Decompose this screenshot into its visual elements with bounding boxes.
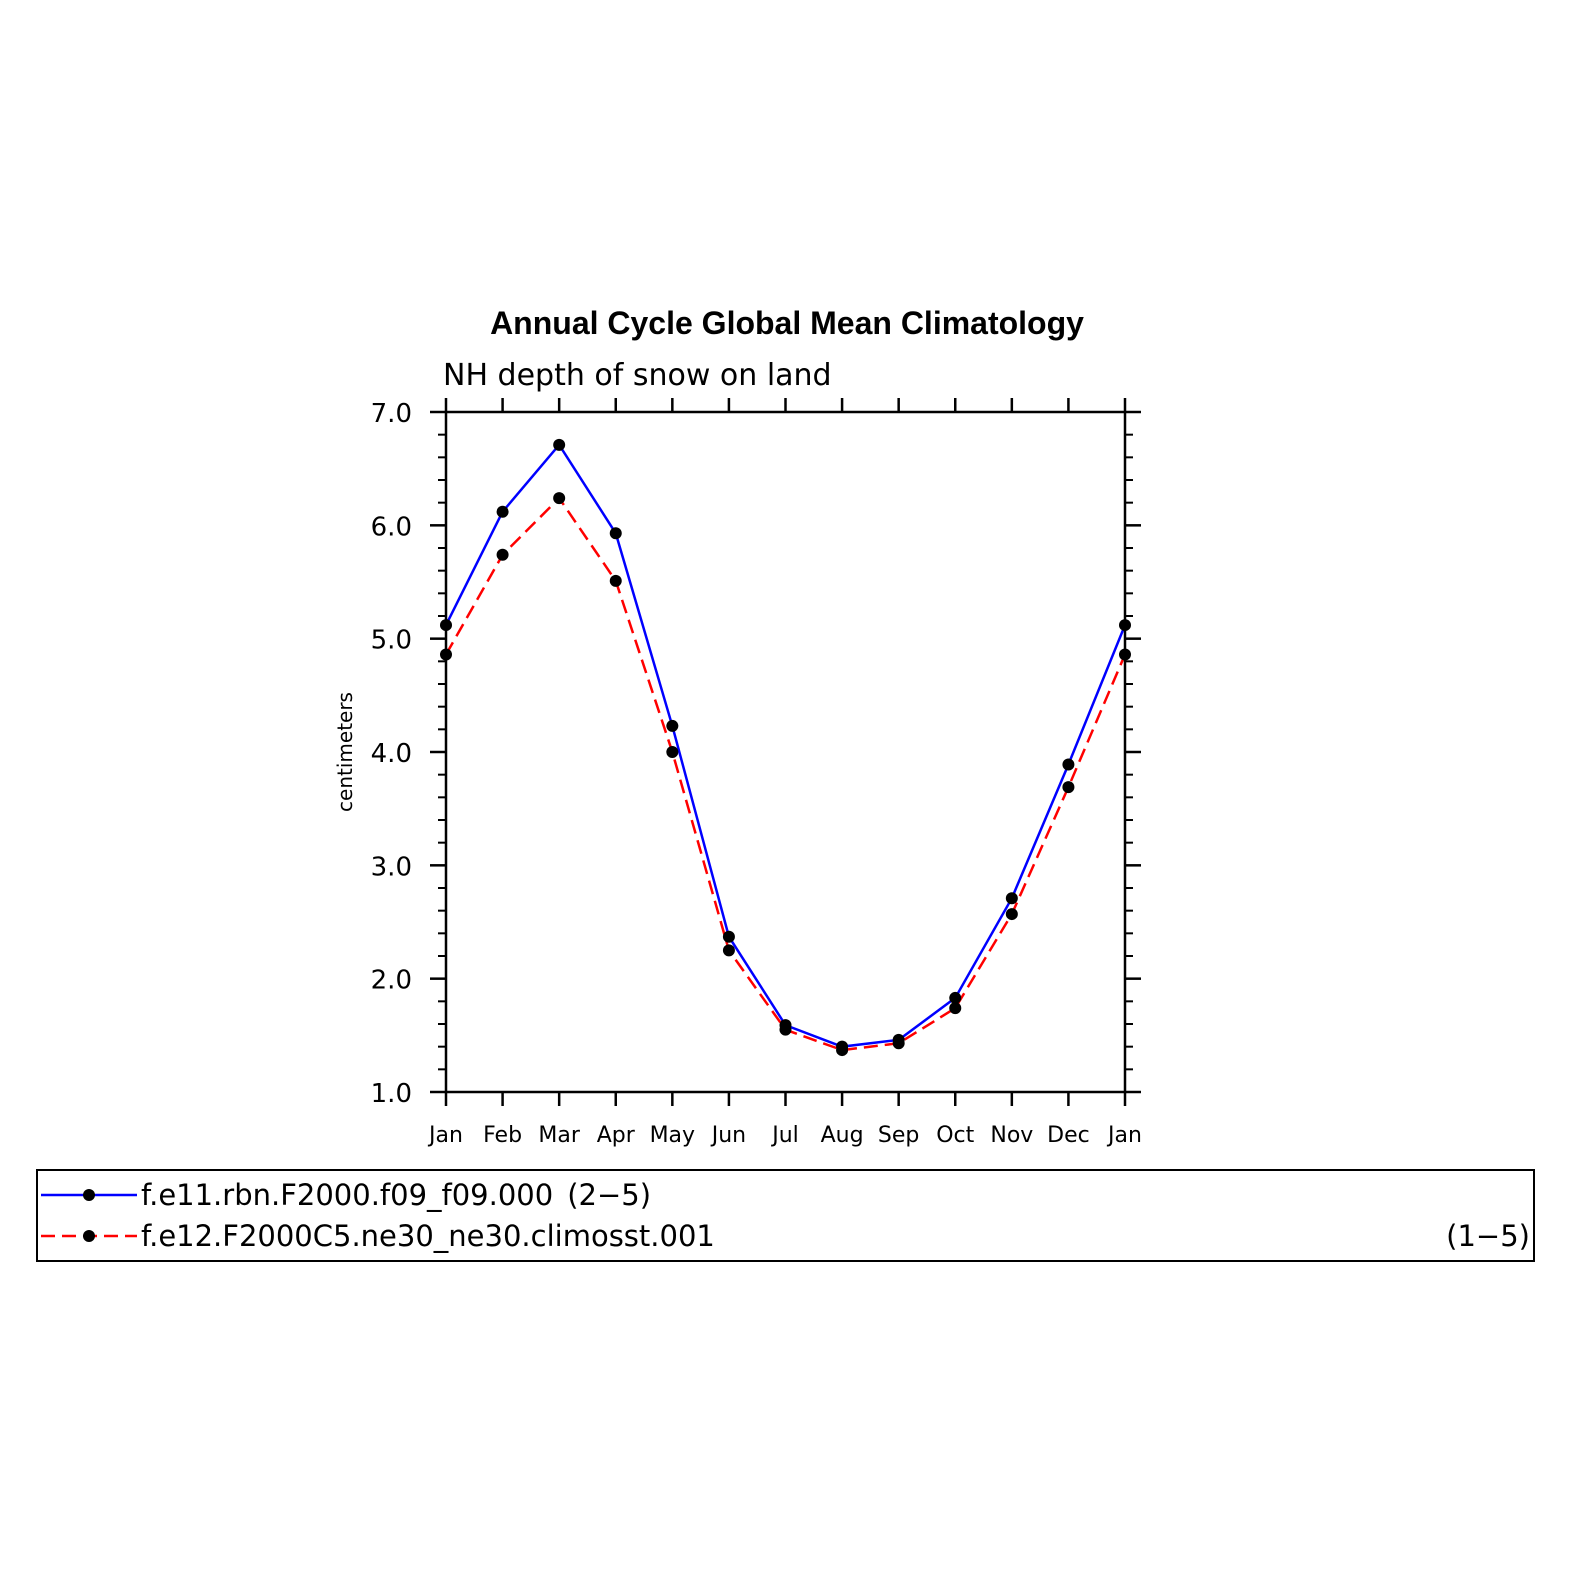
x-tick-label: Nov: [990, 1123, 1033, 1148]
data-point: [892, 1037, 905, 1050]
legend-label: f.e11.rbn.F2000.f09_f09.000: [141, 1178, 553, 1212]
data-point: [553, 492, 566, 505]
legend: f.e11.rbn.F2000.f09_f09.000 (2−5) f.e12.F2…: [41, 1178, 1530, 1253]
data-point: [1062, 781, 1075, 794]
y-tick-label: 2.0: [371, 966, 412, 996]
legend-label: f.e12.F2000C5.ne30_ne30.climosst.001: [141, 1219, 715, 1253]
chart-title: Annual Cycle Global Mean Climatology: [490, 305, 1084, 341]
data-point: [1005, 892, 1018, 905]
data-point: [440, 648, 452, 661]
data-point: [609, 527, 622, 540]
series-line: [444, 496, 1127, 1052]
y-axis-label: centimeters: [333, 692, 357, 812]
data-point: [949, 1002, 962, 1015]
data-point: [496, 548, 509, 561]
legend-box: [36, 1169, 1535, 1262]
data-point: [666, 719, 679, 732]
x-tick-label: Oct: [936, 1123, 974, 1148]
x-tick-label: Aug: [821, 1123, 864, 1148]
x-tick-label: Jan: [1106, 1123, 1142, 1148]
data-point: [836, 1044, 849, 1057]
x-tick-label: Dec: [1047, 1123, 1090, 1148]
legend-marker: [83, 1230, 95, 1242]
y-tick-label: 6.0: [371, 512, 412, 542]
x-tick-label: Feb: [483, 1123, 522, 1148]
data-point: [496, 505, 509, 518]
y-tick-label: 1.0: [371, 1079, 412, 1109]
data-point: [609, 574, 622, 587]
data-point: [666, 746, 679, 758]
data-point: [1005, 908, 1018, 921]
plot-frame: [444, 410, 1127, 1094]
x-tick-label: Jun: [710, 1123, 746, 1148]
legend-range-label: (2−5): [567, 1178, 651, 1212]
data-point: [1119, 648, 1131, 661]
data-point: [949, 991, 962, 1004]
x-tick-label: Mar: [538, 1123, 580, 1148]
data-point: [1119, 619, 1131, 632]
chart-subtitle: NH depth of snow on land: [443, 358, 832, 393]
x-tick-label: May: [650, 1123, 695, 1148]
data-point: [1062, 758, 1075, 771]
data-point: [553, 438, 566, 451]
axis-ticks: [430, 398, 1141, 1106]
series-lines: [444, 442, 1127, 1052]
series-points: [440, 438, 1131, 1057]
data-point: [722, 930, 735, 943]
data-point: [779, 1023, 792, 1036]
series-line: [444, 442, 1127, 1048]
legend-marker: [83, 1189, 95, 1201]
x-tick-label: Apr: [597, 1123, 636, 1148]
data-point: [440, 619, 452, 632]
tick-labels: Jan Feb Mar Apr May Jun Jul Aug Sep Oct Nov Dec Jan 1…: [371, 399, 1142, 1148]
y-tick-label: 5.0: [371, 626, 412, 656]
x-tick-label: Sep: [878, 1123, 919, 1148]
y-tick-label: 7.0: [371, 399, 412, 429]
x-tick-label: Jan: [427, 1123, 463, 1148]
data-point: [722, 944, 735, 957]
y-tick-label: 3.0: [371, 852, 412, 882]
x-tick-label: Jul: [770, 1123, 799, 1148]
legend-range-label: (1−5): [1446, 1219, 1530, 1253]
y-tick-label: 4.0: [371, 739, 412, 769]
